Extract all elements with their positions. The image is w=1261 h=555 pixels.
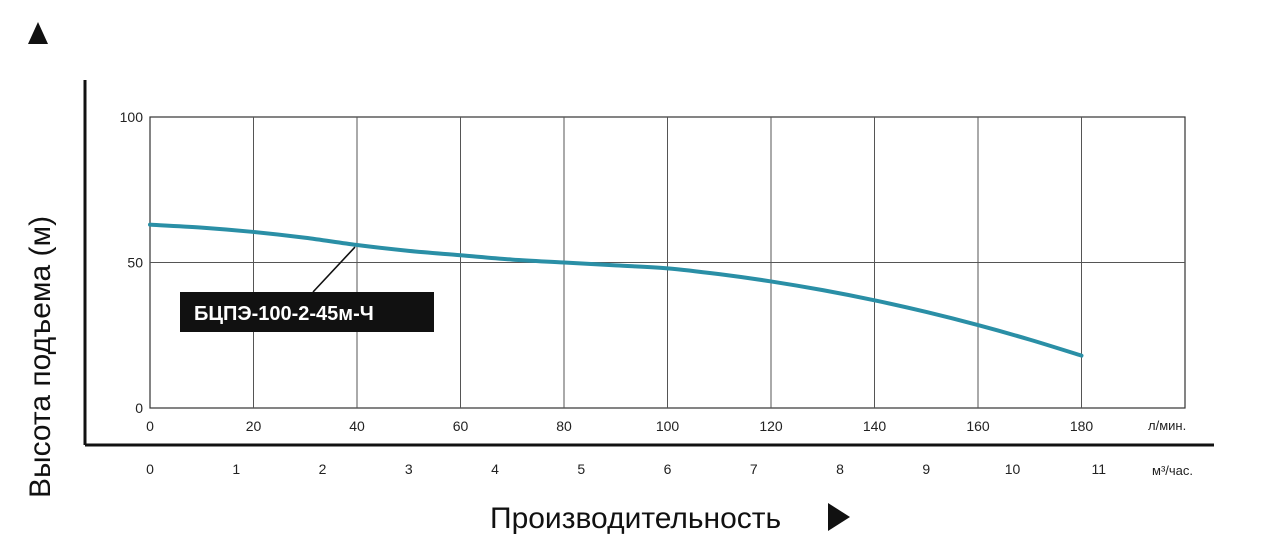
model-label: БЦПЭ-100-2-45м-Ч <box>194 303 374 325</box>
x-tick-label: 80 <box>556 418 572 434</box>
y-tick-label: 100 <box>120 109 144 125</box>
secondary-tick-label: 9 <box>922 461 930 477</box>
secondary-tick-label: 3 <box>405 461 413 477</box>
secondary-tick-label: 10 <box>1005 461 1021 477</box>
x-tick-labels: 0 20 40 60 80 100 120 140 160 180 <box>146 418 1093 434</box>
x-secondary-unit: м³/час. <box>1152 463 1193 478</box>
x-tick-label: 40 <box>349 418 365 434</box>
annotation-leader-line <box>312 246 356 293</box>
secondary-tick-label: 4 <box>491 461 499 477</box>
secondary-tick-label: 7 <box>750 461 758 477</box>
grid-lines <box>150 117 1185 408</box>
x-tick-label: 0 <box>146 418 154 434</box>
x-tick-label: 60 <box>453 418 469 434</box>
secondary-tick-label: 2 <box>319 461 327 477</box>
secondary-tick-label: 1 <box>232 461 240 477</box>
y-tick-labels: 0 50 100 <box>120 109 144 416</box>
x-axis-arrow-icon <box>828 503 850 531</box>
secondary-tick-label: 5 <box>577 461 585 477</box>
x-tick-label: 180 <box>1070 418 1094 434</box>
secondary-tick-labels: 0 1 2 3 4 5 6 7 8 9 10 11 <box>146 461 1106 477</box>
secondary-tick-label: 0 <box>146 461 154 477</box>
x-tick-label: 20 <box>246 418 262 434</box>
model-label-box <box>180 292 434 332</box>
y-tick-label: 0 <box>135 400 143 416</box>
secondary-tick-label: 8 <box>836 461 844 477</box>
secondary-tick-label: 6 <box>664 461 672 477</box>
series-line-bcpe <box>148 222 1084 358</box>
y-tick-label: 50 <box>127 255 143 271</box>
x-tick-label: 100 <box>656 418 680 434</box>
y-axis-arrow-icon <box>28 22 48 44</box>
x-tick-label: 160 <box>966 418 990 434</box>
x-tick-label: 120 <box>759 418 783 434</box>
x-tick-label: 140 <box>863 418 887 434</box>
secondary-tick-label: 11 <box>1091 461 1106 477</box>
y-axis-label: Высота подъема (м) <box>24 216 57 498</box>
x-primary-unit: л/мин. <box>1148 418 1186 433</box>
x-axis-label: Производительность <box>490 502 781 535</box>
